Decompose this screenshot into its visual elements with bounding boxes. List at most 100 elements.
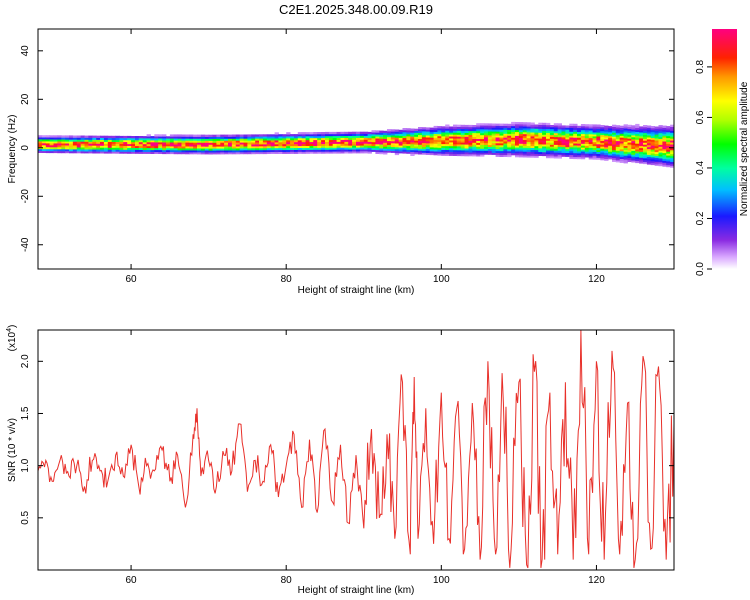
spectrogram-cell	[363, 143, 369, 146]
spectrogram-cell	[72, 135, 78, 138]
spectrogram-cell	[650, 151, 655, 154]
spectrogram-cell	[363, 151, 369, 154]
spectrogram-cell	[189, 152, 194, 155]
spectrogram-cell	[484, 131, 489, 134]
spectrogram-cell	[344, 137, 349, 140]
spectrogram-cell	[503, 133, 508, 136]
colorbar-tick-label: 0.0	[695, 262, 706, 276]
spectrogram-cell	[305, 139, 310, 143]
spectrogram-cell	[189, 136, 194, 139]
spectrogram-cell	[670, 132, 674, 135]
spectrogram-cell	[553, 150, 559, 153]
spectrogram-cell	[297, 139, 303, 143]
spectrogram-cell	[666, 147, 671, 150]
spectrogram-cell	[518, 135, 524, 138]
spectrogram-cell	[515, 133, 520, 136]
spectrogram-cell	[549, 125, 555, 128]
spectrogram-cell	[239, 146, 244, 149]
spectrogram-cell	[437, 137, 442, 141]
spectrogram-cell	[286, 147, 291, 150]
spectrogram-cell	[666, 153, 671, 156]
spectrogram-cell	[468, 130, 473, 134]
spectrogram-cell	[662, 152, 667, 156]
spectrogram-cell	[437, 135, 442, 139]
spectrogram-cell	[228, 150, 233, 153]
spectrogram-cell	[600, 144, 605, 147]
spectrogram-cell	[623, 134, 628, 137]
spectrogram-cell	[84, 141, 89, 144]
spectrogram-cell	[208, 146, 213, 149]
spectrogram-cell	[406, 139, 411, 143]
spectrogram-cell	[464, 128, 469, 131]
spectrogram-cell	[61, 147, 66, 150]
spectrogram-cell	[577, 131, 582, 134]
spectrogram-cell	[220, 134, 225, 137]
spectrogram-cell	[654, 163, 659, 166]
spectrogram-cell	[88, 147, 93, 150]
spectrogram-cell	[507, 141, 512, 144]
spectrogram-cell	[169, 136, 175, 139]
spectrogram-cell	[612, 136, 617, 139]
spectrogram-cell	[553, 134, 559, 138]
spectrogram-cell	[406, 141, 411, 145]
spectrogram-cell	[460, 128, 465, 131]
spectrogram-cell	[433, 135, 438, 138]
spectrogram-cell	[499, 154, 504, 157]
spectrogram-cell	[569, 135, 574, 138]
spectrogram-cell	[266, 136, 272, 139]
spectrogram-cell	[406, 143, 411, 147]
spectrogram-cell	[429, 133, 434, 136]
spectrogram-cell	[270, 140, 275, 143]
spectrogram-cell	[631, 160, 636, 163]
spectrogram-cell	[460, 150, 465, 153]
spectrogram-cell	[604, 133, 609, 136]
spectrogram-cell	[553, 136, 559, 140]
spectrogram-cell	[356, 149, 361, 152]
spectrogram-cell	[127, 143, 132, 146]
spectrogram-cells	[38, 121, 674, 168]
spectrogram-cell	[480, 144, 485, 147]
spectrogram-cell	[573, 129, 578, 132]
spectrogram-cell	[433, 133, 438, 136]
spectrogram-cell	[119, 149, 124, 152]
spectrogram-cell	[658, 129, 663, 132]
spectrogram-cell	[332, 145, 337, 148]
spectrogram-cell	[142, 141, 147, 145]
spectrogram-cell	[546, 148, 551, 151]
spectrogram-cell	[464, 154, 469, 157]
spectrogram-cell	[639, 141, 644, 145]
spectrogram-cell	[565, 125, 570, 128]
spectrogram-cell	[123, 149, 128, 152]
spectrogram-cell	[526, 126, 531, 129]
spectrogram-cell	[577, 125, 582, 129]
spectrogram-cell	[654, 134, 659, 137]
spectrogram-cell	[522, 147, 528, 150]
spectrogram-cell	[670, 153, 674, 157]
spectrogram-cell	[309, 135, 314, 139]
spectrogram-cell	[61, 150, 66, 154]
spectrogram-cell	[154, 134, 159, 137]
spectrogram-cell	[181, 136, 186, 139]
spectrogram-cell	[542, 151, 547, 155]
spectrogram-cell	[274, 147, 279, 151]
spectrogram-cell	[464, 142, 469, 145]
spectrogram-cell	[290, 139, 295, 143]
spectrogram-cell	[445, 134, 450, 137]
spectrogram-cell	[173, 151, 178, 155]
spectrogram-cell	[290, 145, 295, 149]
spectrogram-cell	[309, 139, 314, 143]
spectrogram-cell	[96, 145, 101, 148]
spectrogram-cell	[534, 153, 539, 156]
spectrogram-cell	[394, 145, 400, 148]
spectrogram-cell	[294, 145, 299, 148]
spectrogram-cell	[646, 142, 652, 146]
spectrogram-cell	[410, 151, 415, 154]
spectrogram-cell	[670, 161, 674, 164]
spectrogram-cell	[146, 147, 151, 150]
spectrogram-cell	[662, 129, 667, 132]
spectrogram-cell	[534, 128, 539, 131]
spectrogram-cell	[138, 141, 144, 145]
spectrogram-cell	[371, 134, 376, 137]
spectrogram-cell	[65, 141, 70, 144]
spectrogram-cell	[138, 139, 144, 143]
